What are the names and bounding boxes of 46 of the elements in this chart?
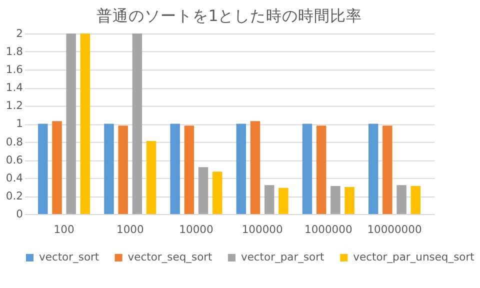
bar [410,186,421,214]
y-tick-label: 0.6 [6,153,24,166]
x-tick-label: 1000000 [304,223,352,236]
legend-label: vector_par_unseq_sort [353,250,474,264]
bar [330,186,340,214]
x-tick-label: 10000 [179,223,214,236]
bar [118,126,128,214]
bar [38,124,48,214]
bar [250,121,260,214]
x-tick-label: 100 [54,223,74,236]
bar [104,124,114,214]
y-tick-label: 0.4 [6,171,24,184]
bar [382,126,392,214]
bar [278,188,288,214]
y-tick-label: 1.4 [6,81,24,94]
x-tick-label: 100000 [242,223,283,236]
x-tick-label: 1000 [116,223,144,236]
bar [80,34,90,214]
legend-label: vector_par_sort [240,250,324,264]
bar [316,126,326,214]
chart-title: 普通のソートを1とした時の時間比率 [96,6,362,25]
bar [236,124,246,214]
bar [302,124,312,214]
y-tick-label: 1.8 [6,45,24,58]
bar [212,172,222,214]
y-tick-label: 1.6 [6,63,24,76]
bar [146,140,156,214]
bar [52,121,62,214]
legend-label: vector_seq_sort [128,250,212,264]
y-tick-label: 1 [16,117,23,130]
bar [132,34,142,214]
bar [264,185,274,214]
bar [396,185,406,214]
y-tick-label: 2 [16,26,23,40]
x-tick-label: 10000000 [367,223,422,236]
legend-label: vector_sort [39,250,100,264]
y-tick-label: 0.2 [6,189,23,202]
bar [66,34,76,214]
y-tick-label: 0 [16,207,24,220]
bar [198,167,208,214]
bar [184,126,194,214]
bar [170,124,180,214]
y-tick-label: 0.8 [6,135,24,148]
bar [344,186,354,214]
bar [368,124,378,214]
y-tick-label: 1.2 [6,99,23,112]
